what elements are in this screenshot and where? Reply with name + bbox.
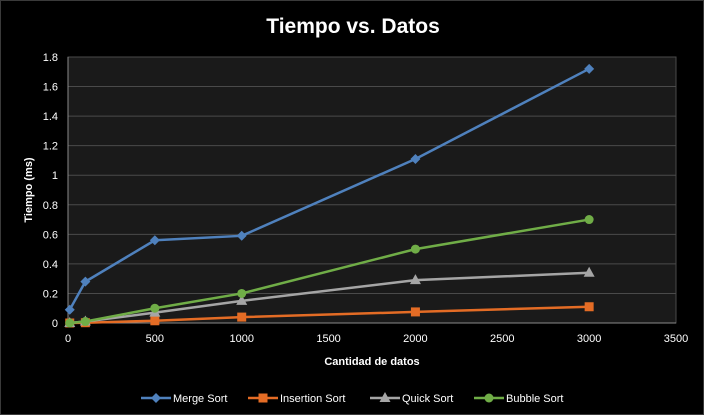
data-point-merge-sort — [80, 276, 91, 287]
plot-area — [67, 56, 677, 324]
y-axis-label: Tiempo (ms) — [23, 157, 35, 223]
y-tick-label: 1.6 — [43, 82, 58, 94]
x-axis-ticks: 0 500 1000 1500 2000 2500 3000 3500 — [65, 333, 688, 345]
data-point-bubble-sort — [80, 317, 90, 327]
legend-marker-merge-sort — [151, 393, 161, 403]
legend-marker-insertion-sort — [258, 393, 268, 403]
legend-marker-quick-sort — [379, 392, 391, 402]
x-tick-label: 500 — [146, 333, 164, 345]
y-tick-label: 1.8 — [43, 52, 58, 64]
data-point-merge-sort — [410, 153, 421, 164]
legend-label-merge-sort: Merge Sort — [173, 393, 227, 405]
y-tick-label: 0.2 — [43, 288, 58, 300]
data-point-merge-sort — [64, 304, 75, 315]
legend-item-merge-sort: Merge Sort — [141, 393, 227, 405]
y-tick-label: 0.6 — [43, 229, 58, 241]
x-tick-label: 0 — [65, 333, 71, 345]
legend-item-insertion-sort: Insertion Sort — [248, 393, 345, 405]
x-tick-label: 1000 — [229, 333, 253, 345]
x-tick-label: 3500 — [664, 333, 688, 345]
y-tick-label: 1 — [52, 170, 58, 182]
gridlines — [67, 56, 676, 324]
y-tick-label: 0.8 — [43, 200, 58, 212]
data-point-bubble-sort — [150, 303, 160, 313]
series-group — [64, 63, 595, 328]
data-point-bubble-sort — [584, 215, 594, 225]
legend-marker-bubble-sort — [484, 393, 494, 403]
legend-item-bubble-sort: Bubble Sort — [474, 393, 563, 405]
y-axis-ticks: 0 0.2 0.4 0.6 0.8 1 1.2 1.4 1.6 1.8 — [43, 52, 58, 330]
x-axis-label: Cantidad de datos — [324, 356, 419, 368]
x-tick-label: 3000 — [577, 333, 601, 345]
x-tick-label: 2000 — [403, 333, 427, 345]
data-point-insertion-sort — [584, 302, 594, 312]
data-point-insertion-sort — [410, 307, 420, 317]
series-line-merge-sort — [68, 67, 590, 311]
chart-title: Tiempo vs. Datos — [266, 15, 440, 38]
x-tick-label: 1500 — [316, 333, 340, 345]
data-point-quick-sort — [583, 266, 595, 277]
data-point-quick-sort — [236, 294, 248, 305]
data-point-bubble-sort — [65, 318, 75, 328]
y-tick-label: 0 — [52, 318, 58, 330]
legend-label-quick-sort: Quick Sort — [402, 393, 453, 405]
data-point-quick-sort — [409, 274, 421, 285]
data-point-merge-sort — [149, 235, 160, 246]
legend-label-insertion-sort: Insertion Sort — [280, 393, 345, 405]
data-point-bubble-sort — [410, 244, 420, 254]
data-point-insertion-sort — [237, 312, 247, 322]
data-point-merge-sort — [236, 230, 247, 241]
series-merge-sort — [64, 63, 595, 315]
x-tick-label: 2500 — [490, 333, 514, 345]
series-bubble-sort — [65, 215, 594, 328]
data-point-insertion-sort — [150, 316, 160, 326]
y-tick-label: 0.4 — [43, 259, 58, 271]
y-tick-label: 1.4 — [43, 111, 58, 123]
legend-label-bubble-sort: Bubble Sort — [506, 393, 563, 405]
y-tick-label: 1.2 — [43, 141, 58, 153]
legend-item-quick-sort: Quick Sort — [370, 392, 453, 405]
data-point-bubble-sort — [237, 288, 247, 298]
legend: Merge Sort Insertion Sort Quick Sort Bubble… — [141, 392, 563, 405]
data-point-merge-sort — [584, 63, 595, 74]
